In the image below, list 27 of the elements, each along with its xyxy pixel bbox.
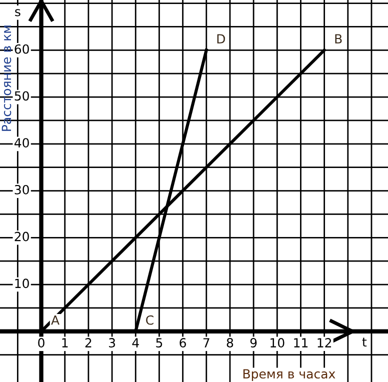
annotation: B: [335, 34, 342, 44]
x-tick-label: 7: [203, 338, 210, 348]
annotation: A: [51, 316, 60, 325]
annotation: D: [217, 34, 225, 44]
annotation: s: [15, 9, 20, 16]
x-tick-label: 2: [85, 338, 92, 348]
annotation: t: [362, 338, 367, 347]
x-tick-label: 0: [38, 338, 44, 348]
y-tick-label: 40: [14, 138, 29, 148]
x-tick-label: 3: [109, 338, 116, 348]
y-tick-label: 60: [14, 44, 29, 54]
x-tick-label: 10: [270, 338, 284, 348]
x-tick-label: 4: [132, 338, 139, 348]
x-tick-label: 12: [318, 338, 332, 348]
annotation: C: [146, 315, 154, 325]
x-axis-title: Время в часах: [243, 369, 336, 381]
x-tick-label: 9: [250, 338, 257, 348]
x-tick-label: 8: [226, 338, 234, 348]
y-tick-label: 30: [14, 184, 29, 194]
x-tick-label: 5: [156, 338, 162, 348]
y-axis-title: Расстояние в км: [2, 26, 12, 131]
x-tick-label: 1: [62, 338, 68, 348]
x-tick-label: 11: [294, 338, 308, 348]
x-tick-label: 6: [180, 338, 186, 348]
y-tick-label: 10: [15, 278, 29, 288]
y-tick-label: 50: [14, 91, 29, 101]
y-tick-label: 20: [14, 232, 29, 242]
